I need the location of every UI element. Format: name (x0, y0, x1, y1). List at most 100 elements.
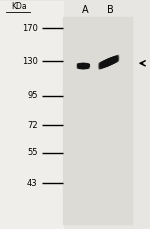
Ellipse shape (116, 56, 117, 62)
Ellipse shape (88, 64, 89, 68)
Bar (63, 17, 132, 224)
Ellipse shape (83, 64, 84, 68)
Text: 170: 170 (22, 24, 38, 33)
Ellipse shape (77, 64, 78, 68)
Ellipse shape (87, 64, 88, 68)
Ellipse shape (84, 64, 85, 68)
Ellipse shape (88, 64, 89, 68)
Ellipse shape (99, 63, 100, 69)
Ellipse shape (113, 57, 114, 63)
Ellipse shape (83, 63, 84, 68)
Ellipse shape (100, 63, 101, 68)
Ellipse shape (110, 58, 111, 64)
Ellipse shape (115, 57, 116, 62)
Ellipse shape (89, 64, 90, 68)
Ellipse shape (84, 64, 85, 68)
Ellipse shape (81, 64, 82, 68)
Ellipse shape (86, 64, 87, 68)
Ellipse shape (79, 64, 80, 68)
Ellipse shape (118, 55, 119, 61)
Ellipse shape (83, 63, 84, 68)
Ellipse shape (83, 63, 84, 68)
Ellipse shape (102, 62, 103, 68)
Ellipse shape (101, 63, 102, 68)
Ellipse shape (105, 61, 106, 67)
Ellipse shape (84, 64, 85, 68)
Ellipse shape (104, 61, 105, 67)
Ellipse shape (85, 64, 86, 68)
Ellipse shape (109, 59, 110, 65)
Ellipse shape (99, 63, 100, 69)
Ellipse shape (110, 58, 111, 65)
Ellipse shape (100, 63, 101, 68)
Ellipse shape (107, 60, 108, 66)
Ellipse shape (99, 63, 100, 69)
Text: 72: 72 (27, 121, 38, 130)
Ellipse shape (117, 56, 118, 61)
Ellipse shape (80, 64, 81, 68)
Ellipse shape (111, 58, 112, 64)
Ellipse shape (112, 57, 113, 64)
Ellipse shape (77, 64, 78, 68)
Ellipse shape (113, 57, 114, 63)
Ellipse shape (102, 62, 103, 68)
Ellipse shape (78, 64, 79, 68)
Ellipse shape (79, 64, 80, 68)
Ellipse shape (117, 55, 118, 61)
Ellipse shape (88, 64, 89, 68)
Ellipse shape (87, 64, 88, 68)
Ellipse shape (81, 64, 82, 68)
Ellipse shape (112, 57, 113, 64)
Ellipse shape (110, 58, 111, 65)
Ellipse shape (80, 64, 81, 68)
Ellipse shape (80, 64, 81, 68)
Ellipse shape (111, 58, 112, 64)
Text: A: A (81, 5, 88, 15)
Ellipse shape (109, 59, 110, 65)
Bar (0, 1, 63, 229)
Ellipse shape (108, 59, 109, 65)
Ellipse shape (107, 59, 108, 66)
Ellipse shape (77, 64, 78, 68)
Ellipse shape (85, 64, 86, 68)
Ellipse shape (81, 64, 82, 68)
Ellipse shape (103, 61, 104, 67)
Text: 55: 55 (27, 148, 38, 157)
Ellipse shape (106, 60, 107, 66)
Ellipse shape (86, 64, 87, 68)
Ellipse shape (99, 63, 100, 69)
Ellipse shape (106, 60, 107, 66)
Ellipse shape (82, 64, 83, 68)
Ellipse shape (86, 64, 87, 68)
Ellipse shape (118, 55, 119, 61)
Ellipse shape (103, 61, 104, 67)
Ellipse shape (78, 64, 79, 68)
Ellipse shape (107, 60, 108, 66)
Ellipse shape (81, 64, 82, 68)
Ellipse shape (109, 59, 110, 65)
Ellipse shape (117, 56, 118, 61)
Ellipse shape (111, 58, 112, 64)
Ellipse shape (82, 64, 83, 68)
Ellipse shape (106, 60, 107, 66)
Text: 130: 130 (22, 57, 38, 66)
Ellipse shape (78, 64, 79, 68)
Text: 95: 95 (27, 91, 38, 100)
Ellipse shape (82, 64, 83, 68)
Ellipse shape (104, 61, 105, 67)
Ellipse shape (78, 64, 79, 68)
Ellipse shape (108, 59, 109, 65)
Ellipse shape (115, 56, 116, 62)
Ellipse shape (100, 63, 101, 69)
Ellipse shape (84, 64, 85, 68)
Ellipse shape (87, 64, 88, 68)
Ellipse shape (102, 62, 103, 68)
Ellipse shape (100, 63, 101, 68)
Ellipse shape (113, 57, 114, 63)
Ellipse shape (103, 61, 104, 67)
Ellipse shape (87, 64, 88, 68)
Ellipse shape (86, 64, 87, 68)
Ellipse shape (107, 60, 108, 66)
Ellipse shape (85, 64, 86, 68)
Text: KDa: KDa (12, 2, 27, 11)
